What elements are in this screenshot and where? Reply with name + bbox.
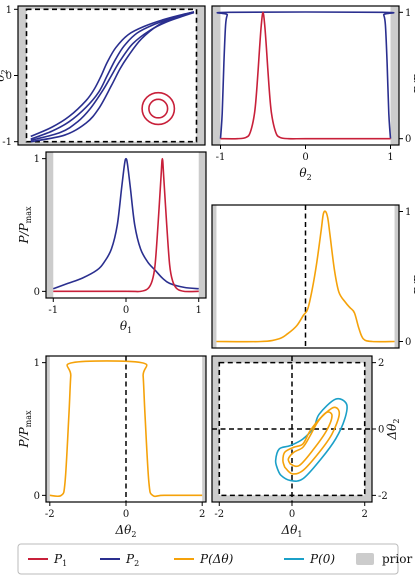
- panel-theta-joint: -1 0 1 θ2: [0, 5, 206, 148]
- y-axis-label: P/Pmax: [17, 410, 33, 449]
- panel-frame: [211, 5, 400, 146]
- series-pdelta-line-0: [49, 360, 203, 498]
- y-axis-label: P/Pmax: [412, 56, 415, 95]
- panel-dtheta-joint: -2 0 2 Δθ1 -2 0 2 Δθ2: [211, 355, 401, 539]
- prior-shade-left: [46, 356, 50, 502]
- prior-shade-left: [46, 152, 54, 298]
- x-tick-label: 0: [123, 509, 129, 520]
- y-tick-label: 0: [34, 491, 40, 502]
- legend-label-prior: prior: [382, 552, 412, 566]
- legend-swatch-prior: [356, 553, 374, 565]
- legend: P1 P2 P(Δθ) P(0) prior: [17, 543, 412, 575]
- prior-shade-right: [390, 6, 399, 145]
- x-axis-label: Δθ2: [115, 523, 137, 539]
- panel-theta1-marginal: -1 0 1 θ1 0 1 P/Pmax: [17, 151, 207, 335]
- y-tick-label: 0: [34, 287, 40, 298]
- x-tick-label: 2: [362, 509, 368, 520]
- x-tick-label: 1: [387, 152, 393, 163]
- y-tick-label: 1: [34, 358, 40, 369]
- series-p2-contour-2: [30, 11, 195, 142]
- y-tick-label: 1: [34, 154, 40, 165]
- series-pdelta-line-0: [216, 210, 395, 343]
- legend-frame: [17, 543, 399, 575]
- series-p1-contour-4: [141, 91, 176, 126]
- prior-shade-right: [202, 356, 206, 502]
- series-p2-contour-0: [30, 11, 195, 138]
- series-p2-line-0: [216, 11, 395, 139]
- series-pdelta-contour-2: [287, 411, 333, 468]
- y-tick-label: 1: [405, 207, 411, 218]
- x-tick-label: 1: [196, 305, 202, 316]
- x-tick-label: 2: [199, 509, 205, 520]
- x-tick-label: -2: [214, 509, 224, 520]
- x-tick-label: -2: [45, 509, 55, 520]
- legend-label-p0: P(0): [309, 552, 335, 566]
- y-tick-label: 0: [378, 425, 384, 436]
- panel-theta2-marginal: -1 0 1 θ2 0 1 P/Pmax: [211, 5, 415, 182]
- series-pdelta-contour-1: [282, 406, 341, 475]
- legend-label-pdelta: P(Δθ): [199, 552, 234, 566]
- panel-frame: [45, 151, 207, 299]
- prior-shade-left: [212, 6, 221, 145]
- series-p1-line-1: [53, 157, 199, 293]
- panel-frame: [211, 204, 400, 349]
- prior-shade-right: [394, 205, 399, 348]
- y-axis-label: P/Pmax: [17, 206, 33, 245]
- y-tick-label: -2: [378, 491, 388, 502]
- y-tick-label: 0: [405, 134, 411, 145]
- series-p0-contour-0: [274, 397, 348, 482]
- y-tick-label: 0: [6, 71, 12, 82]
- series-p1-contour-5: [148, 98, 169, 119]
- legend-label-p1: P1: [53, 552, 67, 568]
- x-axis-label: θ2: [299, 166, 311, 182]
- series-p2-contour-3: [30, 11, 195, 143]
- x-tick-label: 0: [289, 509, 295, 520]
- y-axis-label: θ2: [0, 69, 9, 81]
- y-axis-label: Δθ2: [385, 419, 401, 441]
- y-tick-label: 2: [378, 358, 384, 369]
- panel-dtheta2-marginal: -2 0 2 Δθ2 0 1 P/Pmax: [17, 355, 207, 539]
- y-tick-label: 0: [405, 337, 411, 348]
- y-tick-label: 1: [405, 8, 411, 19]
- series-p2-line-0: [52, 157, 199, 290]
- x-axis-label: θ1: [120, 319, 132, 335]
- prior-shade-right: [198, 152, 206, 298]
- prior-shade-left: [212, 205, 217, 348]
- legend-label-p2: P2: [125, 552, 139, 568]
- prior-boundary: [25, 8, 198, 143]
- x-tick-label: 0: [123, 305, 129, 316]
- x-tick-label: -1: [216, 152, 226, 163]
- panel-dtheta1-marginal: 0 1 P/Pmax: [211, 204, 415, 349]
- y-tick-label: -1: [2, 137, 12, 148]
- y-tick-label: 1: [6, 5, 12, 16]
- x-tick-label: 0: [302, 152, 308, 163]
- x-tick-label: -1: [48, 305, 58, 316]
- x-axis-label: Δθ1: [281, 523, 303, 539]
- series-p1-line-1: [220, 11, 391, 140]
- y-axis-label: P/Pmax: [412, 257, 415, 296]
